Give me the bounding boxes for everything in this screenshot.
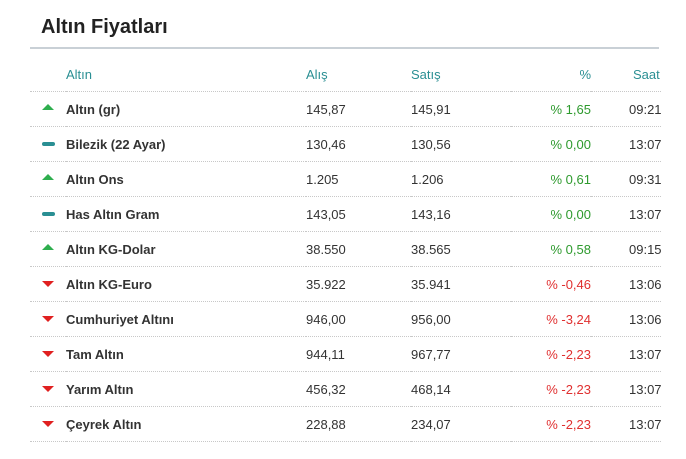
table-row[interactable]: Cumhuriyet Altını 946,00 956,00% -3,24 13:0…: [30, 301, 662, 337]
row-sell: 35.941: [411, 266, 511, 302]
row-time: 13:07: [591, 336, 662, 372]
row-name: Altın KG-Dolar: [66, 231, 306, 267]
row-sell: 38.565: [411, 231, 511, 267]
header-sell: Satış: [411, 67, 441, 82]
title-divider: [30, 47, 659, 49]
row-buy: 143,05: [306, 196, 411, 232]
trend-cell: [30, 336, 66, 372]
row-time: 09:15: [591, 231, 662, 267]
row-name: Altın KG-Euro: [66, 266, 306, 302]
row-buy: 456,32: [306, 371, 411, 407]
arrow-up-icon: [42, 104, 54, 110]
trend-cell: [30, 161, 66, 197]
row-name: Yarım Altın: [66, 371, 306, 407]
table-header-row: Altın Alış Satış % Saat: [30, 58, 661, 92]
row-pct: % 0,58: [511, 231, 591, 267]
row-time: 13:07: [591, 371, 662, 407]
row-buy: 1.205: [306, 161, 411, 197]
row-pct: % -2,23: [511, 371, 591, 407]
row-buy: 38.550: [306, 231, 411, 267]
row-name: Çeyrek Altın: [66, 406, 306, 442]
table-row[interactable]: Çeyrek Altın 228,88 234,07% -2,23 13:07: [30, 406, 662, 442]
dash-icon: [42, 212, 55, 216]
row-pct: % 1,65: [511, 91, 591, 127]
row-name: Has Altın Gram: [66, 196, 306, 232]
row-time: 13:06: [591, 266, 662, 302]
table-body: Altın (gr) 145,87 145,91% 1,65 09:21 Bilezik…: [30, 91, 662, 442]
trend-cell: [30, 371, 66, 407]
dash-icon: [42, 142, 55, 146]
row-buy: 145,87: [306, 91, 411, 127]
header-buy: Alış: [306, 67, 328, 82]
header-time: Saat: [633, 67, 660, 82]
table-row[interactable]: Altın Ons 1.205 1.206% 0,61 09:31: [30, 161, 662, 197]
row-name: Tam Altın: [66, 336, 306, 372]
row-time: 13:07: [591, 406, 662, 442]
gold-prices-table: Altın Alış Satış % Saat Altın (gr) 145,87…: [30, 58, 662, 442]
arrow-down-icon: [42, 351, 54, 357]
trend-cell: [30, 91, 66, 127]
row-name: Bilezik (22 Ayar): [66, 126, 306, 162]
row-sell: 143,16: [411, 196, 511, 232]
table-row[interactable]: Yarım Altın 456,32 468,14% -2,23 13:07: [30, 371, 662, 407]
trend-cell: [30, 196, 66, 232]
trend-cell: [30, 406, 66, 442]
page-title: Altın Fiyatları: [41, 16, 168, 38]
row-buy: 228,88: [306, 406, 411, 442]
row-sell: 956,00: [411, 301, 511, 337]
row-name: Cumhuriyet Altını: [66, 301, 306, 337]
header-pct: %: [579, 67, 591, 82]
row-sell: 1.206: [411, 161, 511, 197]
row-time: 13:06: [591, 301, 662, 337]
row-buy: 35.922: [306, 266, 411, 302]
row-time: 09:31: [591, 161, 662, 197]
row-pct: % 0,00: [511, 126, 591, 162]
row-pct: % 0,00: [511, 196, 591, 232]
row-buy: 944,11: [306, 336, 411, 372]
arrow-down-icon: [42, 281, 54, 287]
table-row[interactable]: Bilezik (22 Ayar) 130,46 130,56% 0,00 13:07: [30, 126, 662, 162]
row-pct: % -2,23: [511, 336, 591, 372]
row-time: 09:21: [591, 91, 662, 127]
arrow-up-icon: [42, 174, 54, 180]
row-name: Altın Ons: [66, 161, 306, 197]
row-pct: % -2,23: [511, 406, 591, 442]
trend-cell: [30, 301, 66, 337]
row-sell: 234,07: [411, 406, 511, 442]
row-sell: 468,14: [411, 371, 511, 407]
arrow-up-icon: [42, 244, 54, 250]
arrow-down-icon: [42, 316, 54, 322]
row-pct: % 0,61: [511, 161, 591, 197]
header-name: Altın: [66, 67, 93, 82]
row-sell: 967,77: [411, 336, 511, 372]
row-time: 13:07: [591, 196, 662, 232]
trend-cell: [30, 266, 66, 302]
trend-cell: [30, 126, 66, 162]
header-icon-spacer: [30, 58, 66, 92]
row-pct: % -0,46: [511, 266, 591, 302]
table-row[interactable]: Has Altın Gram 143,05 143,16% 0,00 13:07: [30, 196, 662, 232]
row-buy: 946,00: [306, 301, 411, 337]
table-row[interactable]: Tam Altın 944,11 967,77% -2,23 13:07: [30, 336, 662, 372]
arrow-down-icon: [42, 421, 54, 427]
row-buy: 130,46: [306, 126, 411, 162]
row-sell: 130,56: [411, 126, 511, 162]
trend-cell: [30, 231, 66, 267]
table-row[interactable]: Altın (gr) 145,87 145,91% 1,65 09:21: [30, 91, 662, 127]
row-time: 13:07: [591, 126, 662, 162]
row-sell: 145,91: [411, 91, 511, 127]
row-name: Altın (gr): [66, 91, 306, 127]
table-row[interactable]: Altın KG-Euro 35.922 35.941% -0,46 13:06: [30, 266, 662, 302]
row-pct: % -3,24: [511, 301, 591, 337]
table-row[interactable]: Altın KG-Dolar 38.550 38.565% 0,58 09:15: [30, 231, 662, 267]
arrow-down-icon: [42, 386, 54, 392]
